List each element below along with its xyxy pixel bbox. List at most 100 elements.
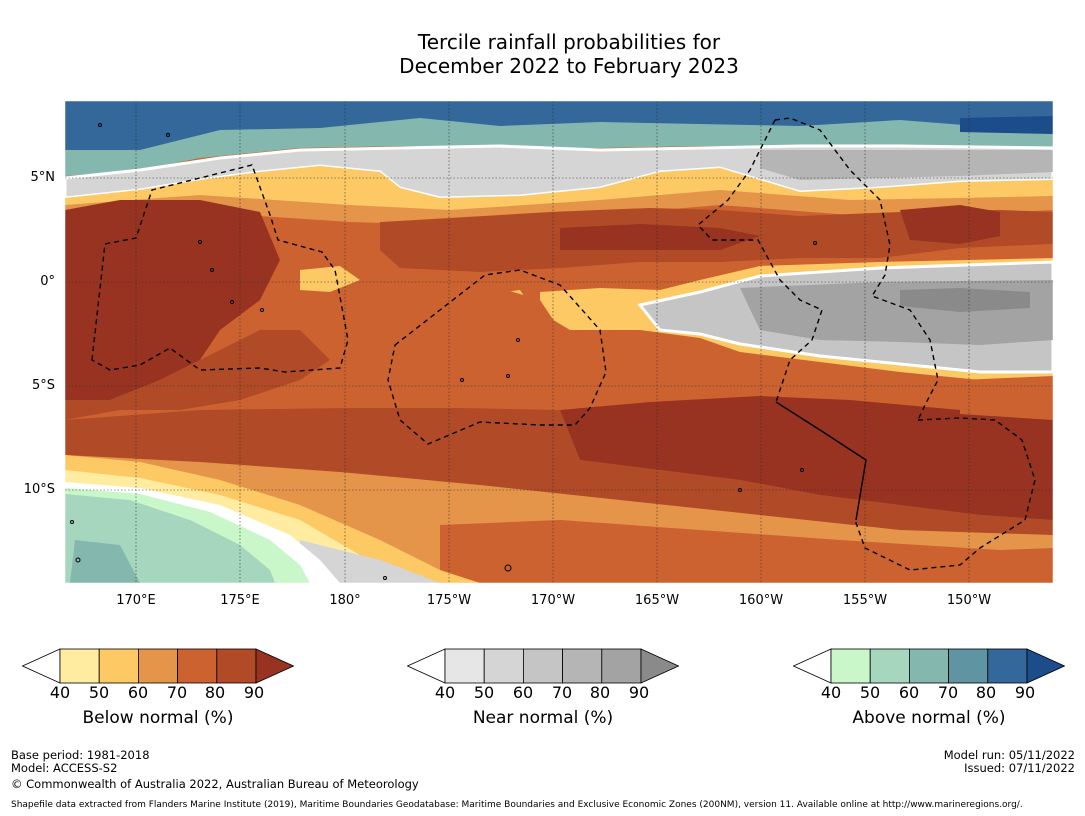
footer-base-period: Base period: 1981-2018 <box>11 748 150 762</box>
below-normal-80-region-west <box>65 330 330 420</box>
colorbar-above-swatch <box>909 648 950 684</box>
lon-label-160w: 160°W <box>738 593 784 608</box>
cb-above-tick: 50 <box>859 683 881 702</box>
below-normal-90-east-blob <box>900 205 1000 244</box>
eez-boundary-solid <box>775 401 867 521</box>
colorbar-near-swatch <box>601 648 642 684</box>
footer-issued: Issued: 07/11/2022 <box>964 761 1075 775</box>
cb-near-tick: 40 <box>434 683 456 702</box>
lon-label-175w: 175°W <box>426 593 472 608</box>
colorbar-below-swatch <box>59 648 100 684</box>
colorbar-near-extend-high <box>640 648 679 684</box>
lat-label-0: 0° <box>40 274 55 289</box>
island-mark <box>260 308 264 312</box>
island-mark <box>383 576 387 580</box>
cb-below-tick: 90 <box>243 683 265 702</box>
colorbar-below-swatch <box>138 648 179 684</box>
colorbar-below-extend-low <box>22 648 61 684</box>
below-normal-90-central-blob <box>560 224 760 250</box>
island-mark <box>198 240 202 244</box>
colorbar-near-swatch <box>444 648 485 684</box>
island-mark <box>230 300 234 304</box>
colorbar-near-label: Near normal (%) <box>472 708 614 728</box>
above-normal-70-patch-south <box>70 540 140 583</box>
colorbar-near-swatch <box>562 648 603 684</box>
island-mark <box>813 241 817 245</box>
below-normal-70-patch-south <box>440 520 1053 583</box>
near-normal-darker-north <box>760 150 1053 180</box>
cb-below-tick: 40 <box>49 683 71 702</box>
island-mark <box>460 378 464 382</box>
island-mark <box>98 123 102 127</box>
chart-title: Tercile rainfall probabilities for Decem… <box>0 30 1085 78</box>
cb-below-tick: 70 <box>166 683 188 702</box>
island-mark <box>738 488 742 492</box>
footer-model: Model: ACCESS-S2 <box>11 761 118 775</box>
island-mark <box>800 468 804 472</box>
footer-shapefile-credit: Shapefile data extracted from Flanders M… <box>11 800 1023 810</box>
colorbar-above-normal <box>793 648 1065 684</box>
cb-near-tick: 70 <box>551 683 573 702</box>
lon-label-170e: 170°E <box>116 593 156 608</box>
cb-near-tick: 60 <box>512 683 534 702</box>
colorbar-below-swatch <box>216 648 257 684</box>
below-normal-90-region-west <box>65 200 280 400</box>
colorbar-near-swatch <box>523 648 564 684</box>
islands <box>70 123 817 580</box>
colorbar-below-extend-high <box>255 648 294 684</box>
near-normal-region-south <box>300 540 440 583</box>
island-mark <box>166 133 170 137</box>
colorbar-above-swatch <box>830 648 871 684</box>
below-normal-70-east <box>960 376 1053 420</box>
colorbar-above-swatch <box>948 648 989 684</box>
lon-label-180: 180° <box>329 593 361 608</box>
lon-label-165w: 165°W <box>634 593 680 608</box>
island-mark <box>210 268 214 272</box>
colorbar-near-normal <box>407 648 679 684</box>
cb-below-tick: 60 <box>127 683 149 702</box>
lon-label-175e: 175°E <box>220 593 260 608</box>
cb-above-tick: 40 <box>820 683 842 702</box>
cb-near-tick: 50 <box>473 683 495 702</box>
cb-above-tick: 90 <box>1014 683 1036 702</box>
eez-boundaries <box>91 117 1036 571</box>
colorbar-above-extend-high <box>1026 648 1065 684</box>
cb-above-tick: 60 <box>898 683 920 702</box>
cb-near-tick: 90 <box>628 683 650 702</box>
lon-label-170w: 170°W <box>530 593 576 608</box>
lon-label-150w: 150°W <box>946 593 992 608</box>
footer-copyright: © Commonwealth of Australia 2022, Austra… <box>11 777 419 791</box>
colorbar-above-swatch <box>987 648 1028 684</box>
colorbar-below-normal <box>22 648 294 684</box>
above-normal-darkest <box>960 116 1053 134</box>
colorbar-below-swatch <box>98 648 139 684</box>
cb-below-tick: 80 <box>204 683 226 702</box>
colorbar-near-swatches <box>407 648 679 684</box>
island-mark <box>506 374 510 378</box>
title-line-1: Tercile rainfall probabilities for <box>417 30 721 54</box>
eez-boundary-line-islands <box>774 117 939 421</box>
island-mark <box>504 564 512 572</box>
cb-near-tick: 80 <box>589 683 611 702</box>
lat-label-10s: 10°S <box>23 482 55 497</box>
cb-above-tick: 80 <box>975 683 997 702</box>
cb-above-tick: 70 <box>937 683 959 702</box>
near-normal-darkest-equatorial <box>900 288 1030 312</box>
colorbar-above-swatches <box>793 648 1065 684</box>
eez-boundary-cook-islands <box>854 417 1036 571</box>
below-normal-70-central <box>350 282 800 395</box>
colorbar-above-extend-low <box>793 648 832 684</box>
eez-boundary-line-islands-west <box>696 119 823 403</box>
colorbar-below-label: Below normal (%) <box>82 708 234 728</box>
eez-boundary-kiribati-gilberts <box>91 164 349 373</box>
island-mark <box>516 338 520 342</box>
colorbar-above-label: Above normal (%) <box>852 708 1006 728</box>
below-normal-90-region-south <box>560 396 1053 520</box>
footer-model-run: Model run: 05/11/2022 <box>943 748 1075 762</box>
colorbar-near-swatch <box>483 648 524 684</box>
cb-below-tick: 50 <box>88 683 110 702</box>
island-mark <box>70 520 74 524</box>
eez-boundary-phoenix <box>387 269 607 445</box>
below-normal-80-region-south <box>65 408 1053 540</box>
title-line-2: December 2022 to February 2023 <box>399 54 739 78</box>
